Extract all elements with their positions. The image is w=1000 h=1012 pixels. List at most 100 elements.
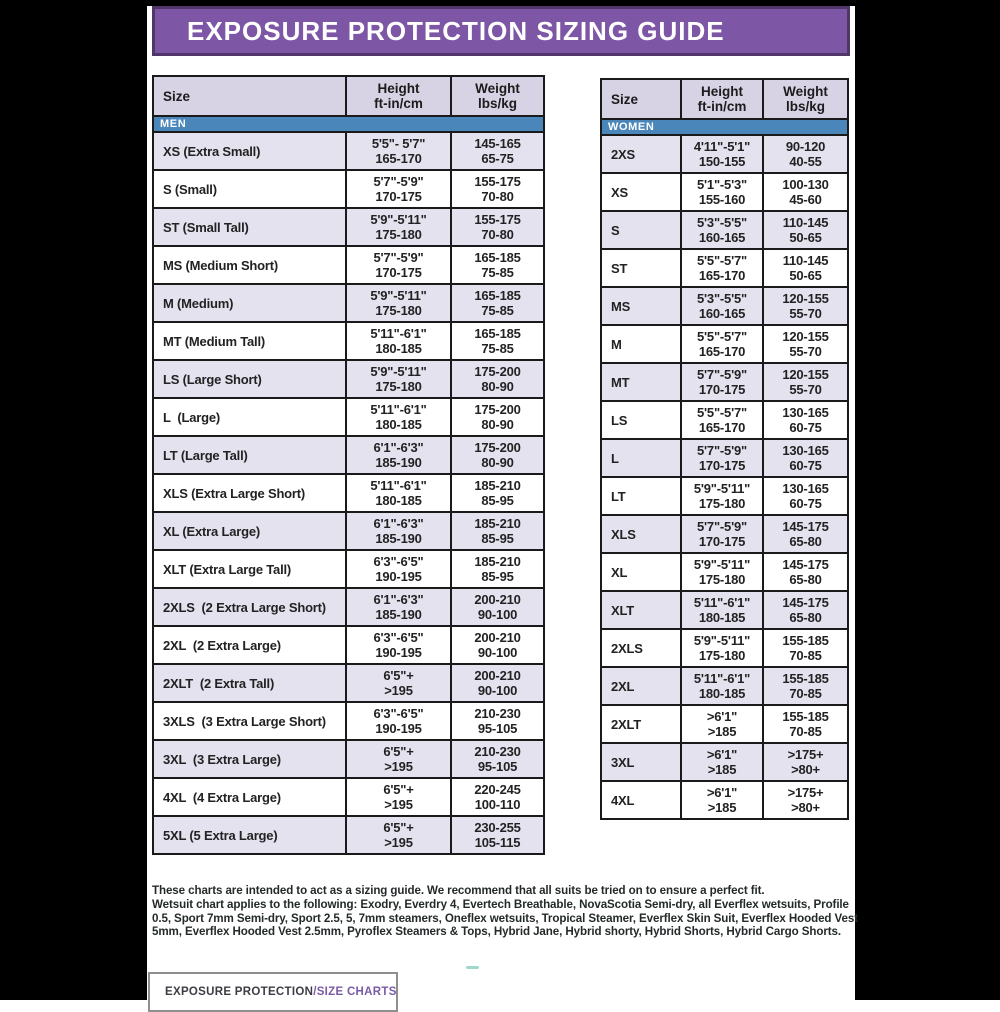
men-weight-cell: 175-200 80-90 [450,359,545,399]
men-size-cell: XS (Extra Small) [152,131,347,171]
women-weight-cell: 110-145 50-65 [762,210,849,250]
men-weight-cell: 165-185 75-85 [450,321,545,361]
men-table-row: XL (Extra Large) 6'1"-6'3" 185-190 185-210 8… [152,511,545,551]
men-weight-header-line1: Weight [475,81,520,96]
top-black-strip [0,0,1000,6]
men-size-cell: 5XL (5 Extra Large) [152,815,347,855]
right-black-margin [855,0,1000,1000]
page-title: EXPOSURE PROTECTION SIZING GUIDE [187,15,725,46]
men-size-cell: 2XLT (2 Extra Tall) [152,663,347,703]
men-height-cell: 6'5"+ >195 [345,777,452,817]
women-height-cell: 5'7"-5'9" 170-175 [680,438,764,478]
men-height-cell: 5'11"-6'1" 180-185 [345,397,452,437]
women-table-row: MT 5'7"-5'9" 170-175 120-155 55-70 [600,362,849,402]
men-table-row: S (Small) 5'7"-5'9" 170-175 155-175 70-80 [152,169,545,209]
women-size-cell: LT [600,476,682,516]
women-section-label: WOMEN [600,118,849,136]
women-weight-cell: 90-120 40-55 [762,134,849,174]
women-size-cell: XLS [600,514,682,554]
footnote-applies-to: Wetsuit chart applies to the following: … [152,897,858,939]
men-height-cell: 5'5"- 5'7" 165-170 [345,131,452,171]
women-weight-cell: >175+ >80+ [762,742,849,782]
women-size-cell: XS [600,172,682,212]
women-height-cell: 5'3"-5'5" 160-165 [680,286,764,326]
men-section-label: MEN [152,115,545,133]
women-size-cell: M [600,324,682,364]
women-weight-cell: 120-155 55-70 [762,286,849,326]
men-height-cell: 6'5"+ >195 [345,815,452,855]
women-table-row: 4XL >6'1" >185 >175+ >80+ [600,780,849,820]
left-black-margin [0,0,147,1000]
women-weight-cell: 130-165 60-75 [762,400,849,440]
women-size-cell: MS [600,286,682,326]
women-weight-header-line1: Weight [783,84,828,99]
women-section-band: WOMEN [600,118,849,136]
men-table-row: 3XLS (3 Extra Large Short) 6'3"-6'5" 190-1… [152,701,545,741]
footnote-guide: These charts are intended to act as a si… [152,884,765,897]
women-height-cell: 5'9"-5'11" 175-180 [680,552,764,592]
women-size-cell: 3XL [600,742,682,782]
women-table-row: XLS 5'7"-5'9" 170-175 145-175 65-80 [600,514,849,554]
men-table-row: LS (Large Short) 5'9"-5'11" 175-180 175-200… [152,359,545,399]
men-table-row: MS (Medium Short) 5'7"-5'9" 170-175 165-185… [152,245,545,285]
men-size-cell: XLS (Extra Large Short) [152,473,347,513]
women-table-row: XS 5'1"-5'3" 155-160 100-130 45-60 [600,172,849,212]
men-height-cell: 6'3"-6'5" 190-195 [345,549,452,589]
men-size-cell: MS (Medium Short) [152,245,347,285]
men-table-row: ST (Small Tall) 5'9"-5'11" 175-180 155-175 7… [152,207,545,247]
men-weight-cell: 185-210 85-95 [450,473,545,513]
women-header-row: Size Height ft-in/cm Weight lbs/kg [600,78,849,120]
women-size-cell: 2XS [600,134,682,174]
men-size-cell: XL (Extra Large) [152,511,347,551]
men-height-cell: 5'9"-5'11" 175-180 [345,283,452,323]
men-table-row: L (Large) 5'11"-6'1" 180-185 175-200 80-90 [152,397,545,437]
men-table-row: 2XL (2 Extra Large) 6'3"-6'5" 190-195 200-2… [152,625,545,665]
men-height-cell: 5'7"-5'9" 170-175 [345,245,452,285]
women-table-row: L 5'7"-5'9" 170-175 130-165 60-75 [600,438,849,478]
men-weight-cell: 155-175 70-80 [450,207,545,247]
women-size-column-header: Size [600,78,682,120]
women-weight-cell: >175+ >80+ [762,780,849,820]
women-height-cell: 5'9"-5'11" 175-180 [680,476,764,516]
men-size-cell: 3XL (3 Extra Large) [152,739,347,779]
breadcrumb-current: /SIZE CHARTS [313,986,397,998]
women-size-cell: L [600,438,682,478]
women-size-cell: 2XLT [600,704,682,744]
men-height-cell: 6'5"+ >195 [345,739,452,779]
women-table-row: MS 5'3"-5'5" 160-165 120-155 55-70 [600,286,849,326]
footnotes: These charts are intended to act as a si… [152,884,860,939]
men-weight-header-line2: lbs/kg [477,96,517,111]
women-height-cell: 5'3"-5'5" 160-165 [680,210,764,250]
men-table-row: XLS (Extra Large Short) 5'11"-6'1" 180-185… [152,473,545,513]
men-weight-cell: 185-210 85-95 [450,549,545,589]
women-size-cell: 2XL [600,666,682,706]
women-table-row: XLT 5'11"-6'1" 180-185 145-175 65-80 [600,590,849,630]
women-table-row: 2XLS 5'9"-5'11" 175-180 155-185 70-85 [600,628,849,668]
women-weight-cell: 145-175 65-80 [762,552,849,592]
breadcrumb-tab[interactable]: EXPOSURE PROTECTION/SIZE CHARTS [148,972,398,1012]
women-weight-cell: 155-185 70-85 [762,666,849,706]
men-size-cell: M (Medium) [152,283,347,323]
men-height-cell: 5'7"-5'9" 170-175 [345,169,452,209]
women-height-cell: >6'1" >185 [680,780,764,820]
men-section-band: MEN [152,115,545,133]
men-table-row: M (Medium) 5'9"-5'11" 175-180 165-185 75-85 [152,283,545,323]
men-height-cell: 5'9"-5'11" 175-180 [345,207,452,247]
men-table-row: XS (Extra Small) 5'5"- 5'7" 165-170 145-165… [152,131,545,171]
women-table-row: 2XS 4'11"-5'1" 150-155 90-120 40-55 [600,134,849,174]
women-weight-cell: 145-175 65-80 [762,514,849,554]
men-height-cell: 5'9"-5'11" 175-180 [345,359,452,399]
men-weight-cell: 155-175 70-80 [450,169,545,209]
women-height-cell: 5'5"-5'7" 165-170 [680,400,764,440]
women-height-cell: 4'11"-5'1" 150-155 [680,134,764,174]
men-height-cell: 6'1"-6'3" 185-190 [345,511,452,551]
page-title-banner: EXPOSURE PROTECTION SIZING GUIDE [152,6,850,56]
women-height-cell: 5'5"-5'7" 165-170 [680,248,764,288]
men-size-cell: MT (Medium Tall) [152,321,347,361]
men-weight-cell: 210-230 95-105 [450,701,545,741]
men-header-row: Size Height ft-in/cm Weight lbs/kg [152,75,545,117]
women-table-row: 2XLT >6'1" >185 155-185 70-85 [600,704,849,744]
men-height-cell: 6'3"-6'5" 190-195 [345,625,452,665]
men-size-cell: 2XL (2 Extra Large) [152,625,347,665]
men-size-cell: LS (Large Short) [152,359,347,399]
